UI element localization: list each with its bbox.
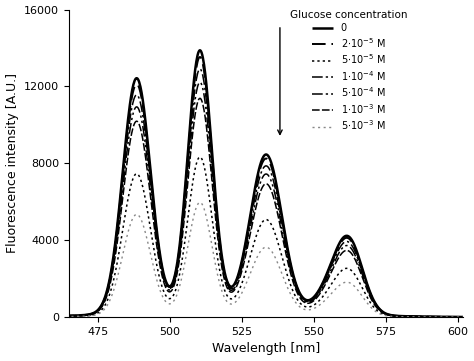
- X-axis label: Wavelength [nm]: Wavelength [nm]: [212, 343, 320, 356]
- Y-axis label: Fluorescence intensity [A.U.]: Fluorescence intensity [A.U.]: [6, 73, 18, 253]
- Legend: 0, $2{\cdot}10^{-5}$ M, $5{\cdot}10^{-5}$ M, $1{\cdot}10^{-4}$ M, $5{\cdot}10^{-: 0, $2{\cdot}10^{-5}$ M, $5{\cdot}10^{-5}…: [286, 6, 411, 136]
